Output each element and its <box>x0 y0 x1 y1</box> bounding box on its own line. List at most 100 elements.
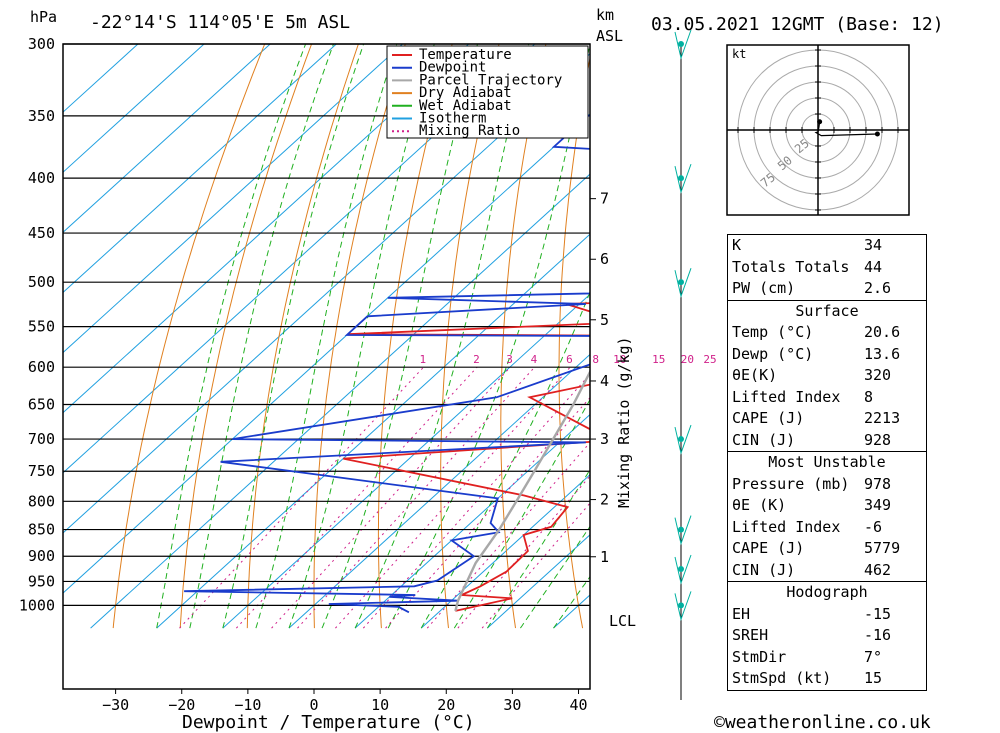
isotherm-line <box>63 44 403 354</box>
dry-adiabat-line <box>558 55 590 629</box>
index-label: θE(K) <box>732 366 778 384</box>
pressure-tick-label: 900 <box>28 547 55 565</box>
index-row: θE (K) 349 <box>728 495 926 517</box>
series-temperature <box>343 302 590 612</box>
hodo-title: Hodograph <box>728 581 926 604</box>
index-row: StmSpd (kt) 15 <box>728 668 926 690</box>
wind-level-marker <box>678 566 684 573</box>
index-label: CIN (J) <box>732 560 796 579</box>
index-label: θE (K) <box>732 496 787 514</box>
temperature-tick-label: 10 <box>371 696 389 714</box>
hpa-label: hPa <box>30 8 57 26</box>
mixing-ratio-label: 10 <box>613 353 626 366</box>
wind-level-marker <box>678 41 684 47</box>
index-label: StmDir <box>732 647 787 666</box>
mixing-ratio-label: 3 <box>506 353 513 366</box>
mixing-ratio-label: 4 <box>531 353 538 366</box>
temperature-tick-label: 20 <box>437 696 455 714</box>
isotherm-line <box>63 44 536 474</box>
surface-title: Surface <box>728 299 926 323</box>
most-unstable-section: Pressure (mb) 978 θE (K) 349 Lifted Index -6 C… <box>728 474 926 582</box>
wind-profile-column <box>674 29 692 700</box>
pressure-tick-label: 750 <box>28 462 55 480</box>
copyright: ©weatheronline.co.uk <box>714 712 931 733</box>
index-value: 320 <box>864 366 892 384</box>
index-row: Lifted Index 8 <box>728 387 926 409</box>
index-row: CAPE (J) 2213 <box>728 408 926 430</box>
mixing-ratio-line <box>385 397 590 629</box>
hodograph-section: EH -15 SREH -16 StmDir 7° StmSpd (kt) 15 <box>728 604 926 690</box>
temperature-tick-label: −20 <box>168 696 195 714</box>
isotherm-line <box>420 474 590 629</box>
location-title: -22°14'S 114°05'E 5m ASL <box>90 12 350 33</box>
pw-label: PW (cm) <box>732 279 796 297</box>
wind-barb <box>674 554 692 585</box>
pressure-tick-label: 450 <box>28 224 55 242</box>
km-tick-label: 5 <box>600 311 609 329</box>
isotherm-line <box>354 413 590 629</box>
totals-value: 44 <box>864 257 883 276</box>
pressure-tick-label: 1000 <box>19 596 55 614</box>
index-value: -15 <box>864 604 892 623</box>
index-row: Pressure (mb) 978 <box>728 474 926 496</box>
pressure-tick-label: 400 <box>28 169 55 187</box>
km-tick-label: 2 <box>600 491 609 509</box>
temperature-tick-label: 30 <box>503 696 521 714</box>
index-label: Temp (°C) <box>732 323 814 341</box>
hodograph-point <box>874 131 880 137</box>
pressure-tick-label: 350 <box>28 107 55 125</box>
pressure-tick-label: 700 <box>28 430 55 448</box>
wind-barb <box>674 515 692 546</box>
index-label: Pressure (mb) <box>732 474 850 493</box>
index-value: 5779 <box>864 539 901 557</box>
legend-label: Isotherm <box>419 111 486 127</box>
dry-adiabat-line <box>313 44 406 629</box>
index-value: 15 <box>864 669 883 687</box>
legend-box <box>386 45 589 139</box>
plot-frame <box>62 43 591 690</box>
isotherm-line <box>63 44 205 173</box>
totals-label: Totals Totals <box>732 257 850 276</box>
isobar-lines <box>63 43 590 606</box>
index-label: Lifted Index <box>732 517 841 536</box>
index-value: 20.6 <box>864 323 901 341</box>
wet-adiabat-line <box>486 468 590 629</box>
isotherm-line <box>63 44 271 234</box>
mixing-ratio-label: 25 <box>703 353 716 366</box>
wind-level-marker <box>678 526 684 533</box>
temperature-tick-label: 40 <box>569 696 587 714</box>
index-value: 978 <box>864 474 892 493</box>
k-label: K <box>732 236 742 254</box>
dry-adiabat-line <box>615 44 649 628</box>
mixing-ratio-line <box>481 502 590 629</box>
index-value: 462 <box>864 560 892 579</box>
index-row: CIN (J) 462 <box>728 560 926 582</box>
temperature-tick-label: −30 <box>102 696 129 714</box>
mixing-ratio-line <box>236 366 478 629</box>
index-value: -6 <box>864 517 883 536</box>
temperature-tick-label: −10 <box>234 696 261 714</box>
legend-label: Parcel Trajectory <box>419 72 562 88</box>
index-value: 349 <box>864 496 892 514</box>
pressure-tick-label: 800 <box>28 492 55 510</box>
dry-adiabat-line <box>377 44 453 629</box>
wet-adiabat-line <box>255 44 398 629</box>
index-value: 7° <box>864 647 883 666</box>
index-row: StmDir 7° <box>728 647 926 669</box>
km-tick-label: 3 <box>600 430 609 448</box>
temperature-tick-label: 0 <box>309 696 318 714</box>
index-row: Dewp (°C) 13.6 <box>728 344 926 366</box>
surface-section: Temp (°C) 20.6 Dewp (°C) 13.6 θE(K) 320 Lifted… <box>728 322 926 451</box>
wind-barb <box>674 268 692 298</box>
mixing-ratio-label: 20 <box>681 353 694 366</box>
series-parcel-trajectory <box>454 369 590 612</box>
axes: 1 2 3 4 6 8 10 15 20 2530035040045050055060065070… <box>19 35 717 714</box>
wind-level-marker <box>678 602 684 609</box>
x-axis-label: Dewpoint / Temperature (°C) <box>182 712 475 733</box>
mixing-ratio-label: 1 <box>420 353 427 366</box>
index-label: CIN (J) <box>732 430 796 449</box>
index-label: CAPE (J) <box>732 539 805 557</box>
wet-adiabat-line <box>387 44 590 629</box>
legend-label: Dewpoint <box>419 60 486 76</box>
index-label: StmSpd (kt) <box>732 669 832 687</box>
